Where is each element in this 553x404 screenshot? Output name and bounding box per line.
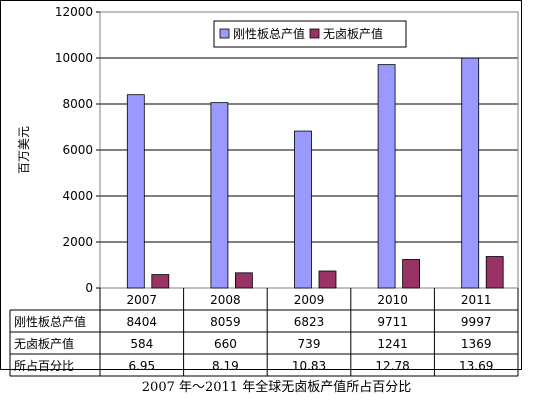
y-tick-label: 8000 — [62, 97, 93, 111]
legend-swatch — [309, 28, 320, 39]
data-table: 2007 2008 2009 2010 2011 刚性板总产值 8404 8059 6823 97… — [9, 288, 519, 377]
figure-caption: 2007 年～2011 年全球无卤板产值所占百分比 — [141, 380, 412, 395]
bar-halogen-free — [151, 274, 170, 289]
y-tick-label: 4000 — [62, 189, 93, 203]
table-cell: 1241 — [377, 337, 408, 351]
legend: 刚性板总产值 无卤板产值 — [213, 20, 407, 48]
table-cell: 6823 — [294, 315, 325, 329]
table-cell: 9997 — [461, 315, 492, 329]
table-cell: 8404 — [127, 315, 158, 329]
table-row-label: 无卤板产值 — [14, 336, 74, 351]
table-cell: 6.95 — [128, 359, 155, 373]
y-tick-label: 0 — [85, 281, 93, 295]
table-cell: 1369 — [461, 337, 492, 351]
y-tick-label: 2000 — [62, 235, 93, 249]
table-cell: 8.19 — [212, 359, 239, 373]
legend-label: 刚性板总产值 — [233, 26, 305, 41]
table-cell: 10.83 — [292, 359, 326, 373]
legend-label: 无卤板产值 — [323, 26, 383, 41]
x-tick-label: 2008 — [210, 293, 241, 307]
table-cell: 8059 — [210, 315, 241, 329]
bar-halogen-free — [402, 259, 421, 289]
legend-swatch — [219, 28, 230, 39]
bar-halogen-free — [318, 270, 337, 289]
y-axis-label: 百万美元 — [17, 126, 31, 174]
x-tick-label: 2010 — [377, 293, 408, 307]
y-tick-label: 6000 — [62, 143, 93, 157]
x-tick-label: 2009 — [294, 293, 325, 307]
y-tick-label: 12000 — [55, 5, 93, 19]
bar-rigid-board — [461, 57, 480, 289]
table-row-label: 刚性板总产值 — [14, 314, 86, 329]
bar-rigid-board — [210, 102, 229, 289]
table-cell: 739 — [298, 337, 321, 351]
table-row-label: 所占百分比 — [14, 358, 74, 373]
table-cell: 660 — [214, 337, 237, 351]
table-cell: 9711 — [377, 315, 408, 329]
table-cell: 13.69 — [459, 359, 493, 373]
table-cell: 584 — [130, 337, 153, 351]
bars — [126, 57, 504, 289]
bar-rigid-board — [126, 94, 145, 289]
bar-halogen-free — [485, 256, 504, 289]
bar-halogen-free — [234, 272, 253, 289]
x-tick-label: 2011 — [461, 293, 492, 307]
bar-rigid-board — [377, 64, 396, 289]
x-tick-label: 2007 — [127, 293, 158, 307]
table-cell: 12.78 — [375, 359, 409, 373]
y-axis-ticks: 0 2000 4000 6000 8000 10000 12000 — [55, 5, 100, 295]
y-tick-label: 10000 — [55, 51, 93, 65]
bar-rigid-board — [294, 130, 312, 289]
